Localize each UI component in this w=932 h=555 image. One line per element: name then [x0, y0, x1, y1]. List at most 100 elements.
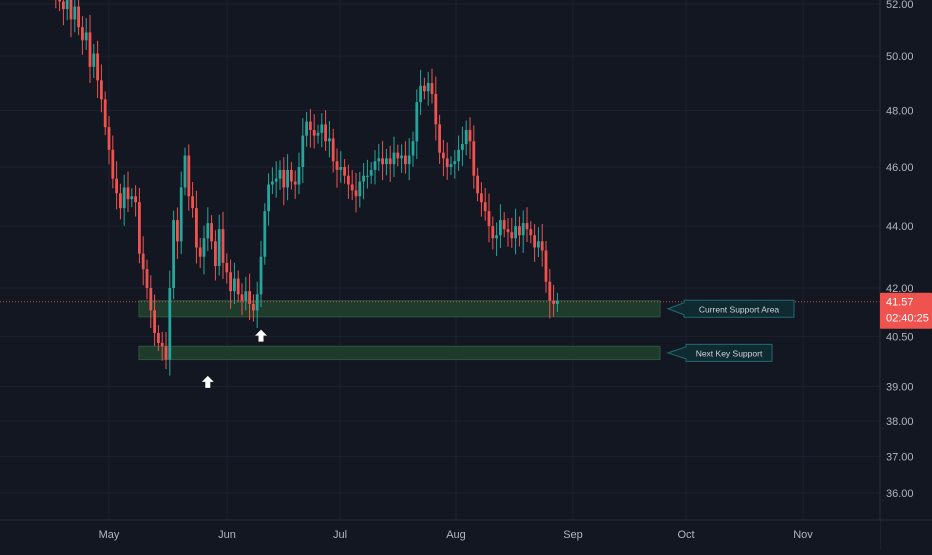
candle-body	[141, 253, 145, 270]
candle-body	[81, 27, 84, 41]
candle-body	[449, 164, 453, 168]
price-tag: 41.57 02:40:25	[880, 292, 932, 329]
candle-body	[126, 187, 130, 200]
support-zone-rect	[138, 345, 661, 361]
candle-body	[396, 152, 400, 159]
candle-body	[286, 169, 289, 188]
candle-body	[350, 184, 354, 191]
bounce-arrow-jun	[255, 329, 267, 342]
y-tick-label: 40.50	[886, 331, 914, 343]
candle-body	[472, 141, 476, 176]
candle-body	[358, 181, 362, 197]
candle-body	[468, 129, 472, 142]
candle-body	[160, 342, 164, 347]
candle-body	[107, 127, 111, 150]
x-tick-label: Nov	[793, 529, 813, 541]
y-tick-label: 44.00	[886, 221, 914, 233]
candle-body	[176, 220, 179, 242]
candle-body	[499, 220, 502, 236]
y-tick-label: 39.00	[886, 382, 914, 394]
candle-body	[309, 121, 312, 130]
candle-body	[229, 272, 232, 292]
candle-body	[293, 181, 297, 185]
candle-body	[483, 202, 487, 212]
candle-body	[206, 223, 210, 239]
candle-body	[255, 294, 259, 311]
candle-body	[65, 0, 69, 10]
x-axis[interactable]: May Jun Jul Aug Sep Oct Nov	[0, 519, 932, 550]
candle-body	[533, 235, 536, 248]
candle-body	[544, 250, 548, 282]
candle-body	[115, 178, 118, 194]
candle-body	[312, 129, 316, 136]
candle-body	[362, 175, 365, 182]
candle-body	[514, 226, 517, 239]
candle-body	[217, 229, 221, 267]
candle-body	[388, 158, 392, 165]
candle-body	[495, 235, 498, 239]
candle-body	[556, 300, 559, 304]
candle-body	[138, 202, 141, 254]
candle-body	[77, 6, 80, 28]
candle-body	[271, 181, 274, 185]
y-tick-label: 52.00	[886, 0, 914, 11]
candle-body	[506, 229, 510, 233]
candle-body	[525, 223, 529, 230]
candle-body	[442, 152, 445, 159]
zone-callout-box	[666, 299, 795, 318]
candle-body	[423, 85, 426, 92]
candle-body	[487, 211, 491, 227]
candle-body	[172, 220, 175, 289]
price-tag-countdown: 02:40:25	[886, 313, 929, 325]
candle-body	[366, 175, 369, 177]
candles	[55, 0, 559, 376]
candle-body	[221, 229, 225, 263]
candle-body	[240, 294, 244, 301]
y-tick-label: 37.00	[886, 452, 914, 464]
price-tag-box	[880, 292, 932, 329]
candle-body	[369, 169, 373, 176]
candle-body	[84, 32, 88, 41]
candle-body	[335, 161, 339, 170]
candle-body	[164, 346, 168, 360]
candle-body	[183, 155, 187, 188]
candle-body	[373, 161, 377, 170]
candle-body	[419, 85, 422, 103]
candle-body	[248, 291, 251, 304]
candle-body	[252, 303, 255, 311]
candle-body	[377, 158, 381, 162]
zone-callout-label: Current Support Area	[699, 304, 780, 314]
y-tick-label: 42.00	[886, 283, 914, 295]
candle-body	[69, 0, 73, 20]
y-tick-label: 38.00	[886, 416, 914, 428]
support-zone-rect	[138, 300, 661, 318]
candle-body	[415, 102, 419, 142]
candle-body	[464, 129, 468, 145]
zone-callout-label: Next Key Support	[696, 348, 763, 358]
candle-body	[324, 124, 327, 142]
y-axis-panel	[880, 0, 932, 550]
candle-body	[149, 288, 153, 311]
candle-body	[453, 161, 457, 165]
candle-body	[153, 310, 156, 334]
candle-body	[202, 238, 206, 257]
y-axis[interactable]: 52.00 50.00 48.00 46.00 44.00 42.00 40.50 39.00…	[879, 0, 932, 550]
candle-body	[179, 187, 183, 242]
candle-body	[381, 158, 384, 165]
candle-body	[339, 167, 343, 170]
candle-body	[537, 241, 540, 248]
candle-body	[263, 211, 267, 257]
x-tick-label: Aug	[446, 529, 466, 541]
y-tick-label: 46.00	[886, 162, 914, 174]
markers	[201, 329, 267, 388]
candle-body	[552, 300, 555, 304]
candle-body	[157, 333, 160, 343]
candle-body	[540, 241, 544, 251]
candle-body	[426, 83, 430, 92]
candle-body	[259, 256, 263, 295]
candle-body	[278, 169, 282, 179]
candle-body	[233, 278, 236, 292]
